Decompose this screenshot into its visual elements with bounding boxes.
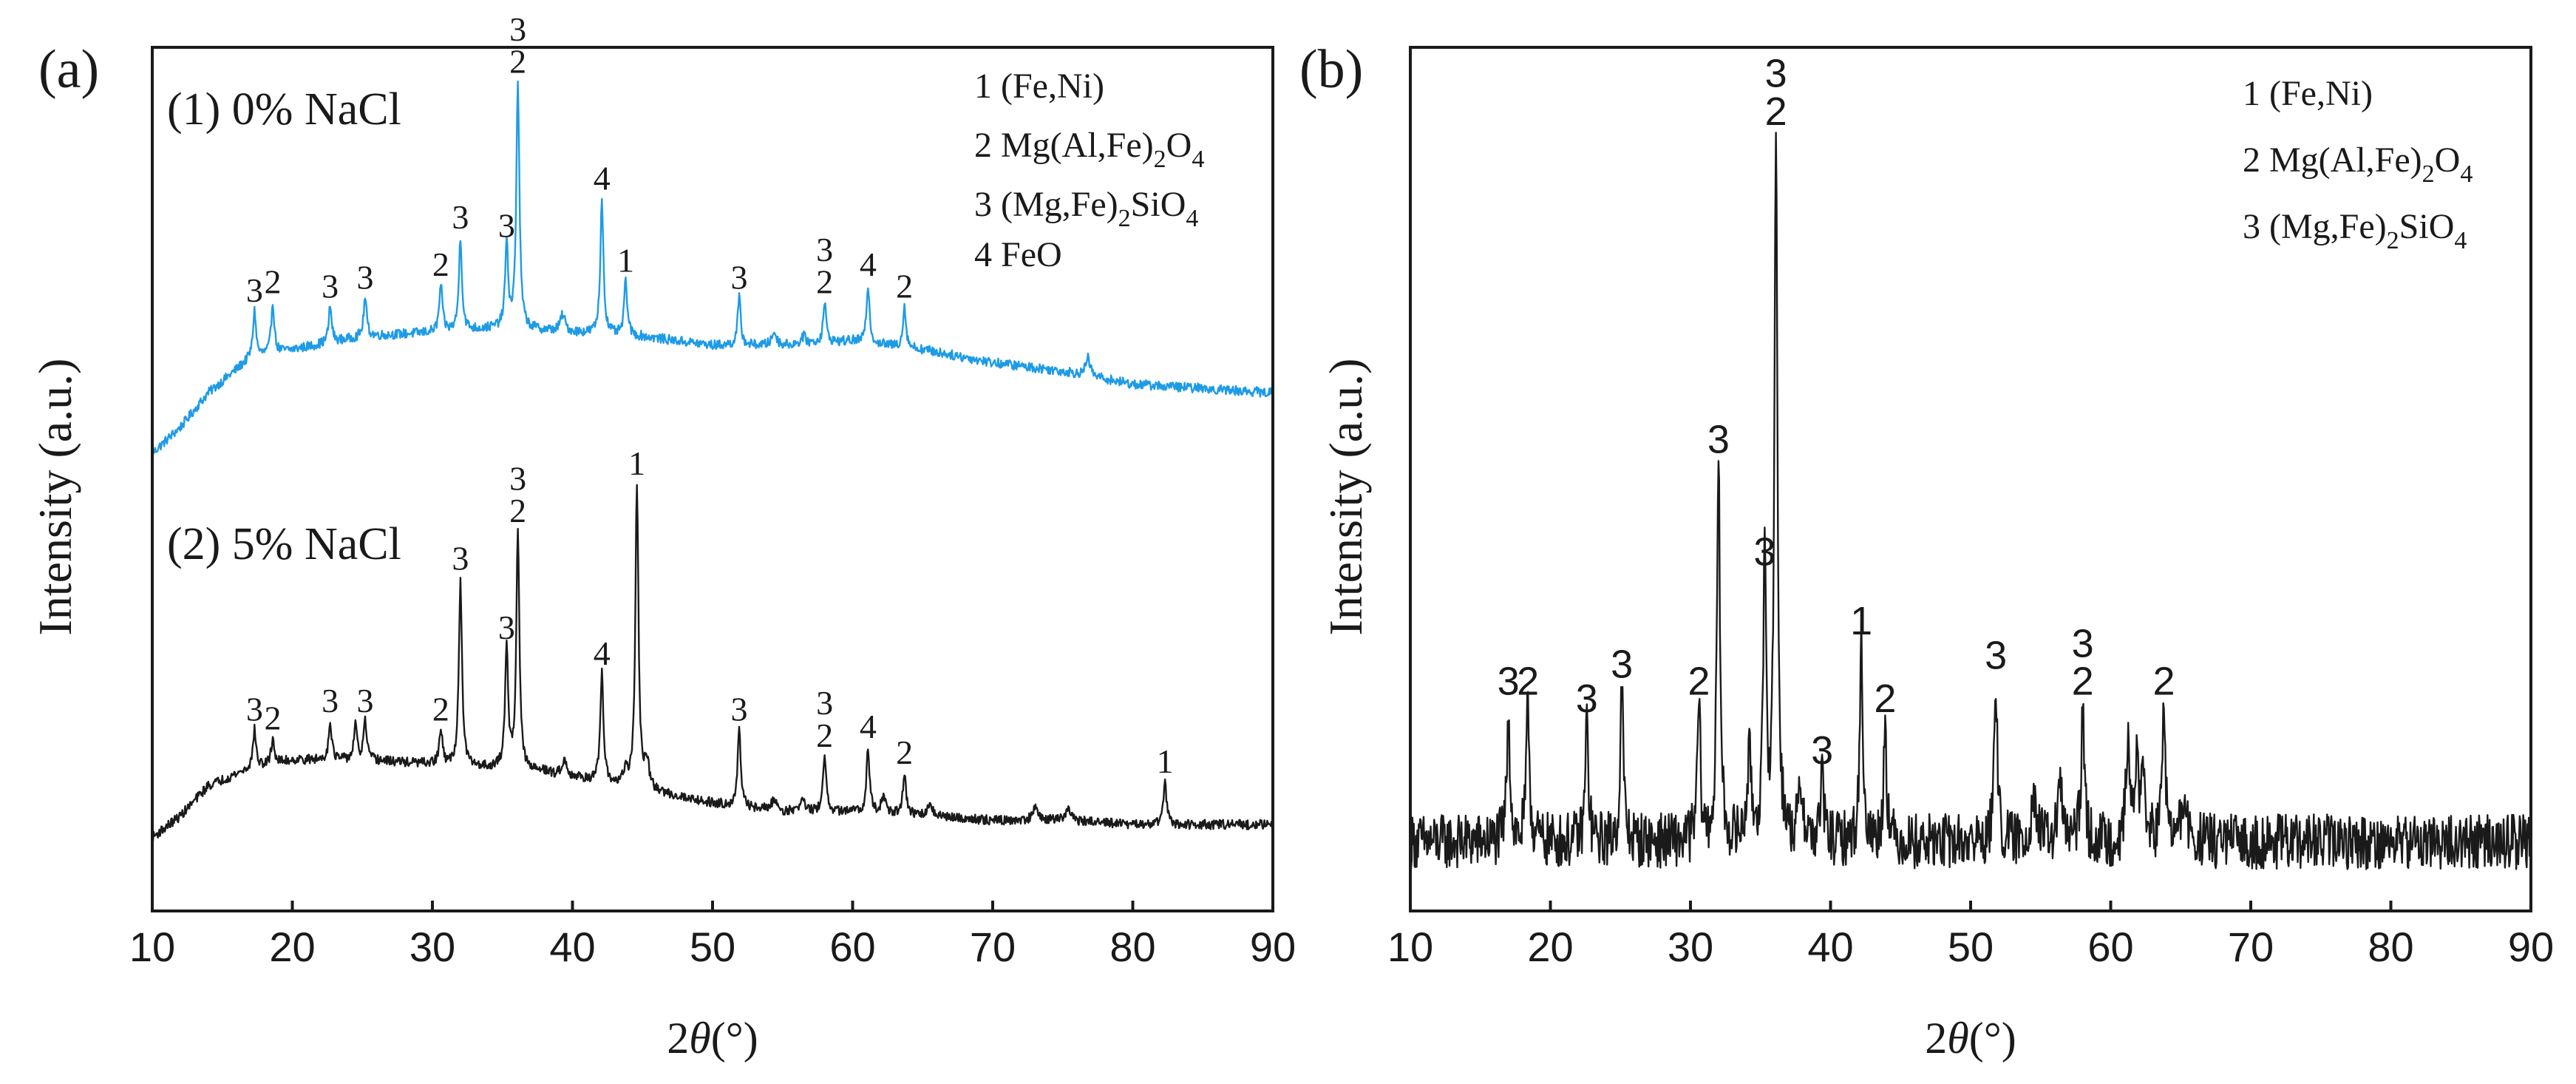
legend-a-feo: 4 FeO: [974, 235, 1062, 274]
x-tick-label: 50: [1948, 924, 1994, 970]
peak-label: 3: [357, 682, 374, 719]
peak-label: 3: [1576, 677, 1598, 721]
peak-label: 2: [896, 267, 913, 305]
peak-label: 3: [1753, 529, 1775, 574]
peak-label: 3: [816, 684, 833, 722]
peak-label-lower: 2: [2072, 660, 2094, 704]
panel-b-label: (b): [1299, 39, 1363, 100]
panel-a-series-layer: [151, 80, 1274, 843]
peak-label: 3: [1611, 642, 1633, 686]
peak-label: 3: [1498, 660, 1520, 704]
peak-label: 3: [731, 259, 748, 297]
series-line-a-2: [151, 484, 1274, 843]
peak-label: 3: [1765, 52, 1787, 96]
legend-b-fe-ni: 1 (Fe,Ni): [2243, 74, 2373, 113]
legend-a-spinel: 2 Mg(Al,Fe)2O4: [974, 126, 1204, 173]
x-tick-label: 90: [1250, 924, 1296, 970]
x-tick-label: 70: [2228, 924, 2274, 970]
peak-label: 2: [1517, 660, 1539, 704]
peak-label: 3: [452, 198, 469, 236]
peak-label: 2: [1688, 660, 1710, 704]
x-tick-label: 30: [409, 924, 455, 970]
panel-a-ylabel: Intensity (a.u.): [29, 359, 81, 636]
panel-b-x-ticks: 10 20 30 40 50 60 70 80 90: [1387, 901, 2554, 970]
peak-label: 3: [322, 682, 339, 719]
peak-label-lower: 2: [509, 492, 526, 529]
peak-label: 3: [1985, 634, 2007, 678]
peak-label-lower: 2: [816, 717, 833, 754]
peak-label: 3: [509, 10, 526, 48]
peak-label: 3: [816, 231, 833, 268]
panel-b-series-layer: [1409, 132, 2532, 870]
peak-label: 2: [432, 245, 449, 283]
series-line-b-1: [1409, 132, 2532, 870]
peak-label: 3: [452, 539, 469, 577]
panel-a-series-1-name: (1) 0% NaCl: [167, 84, 401, 135]
series-line-a-1: [151, 80, 1274, 456]
x-tick-label: 80: [2368, 924, 2413, 970]
legend-a-olivine: 3 (Mg,Fe)2SiO4: [974, 185, 1198, 232]
peak-label: 3: [498, 609, 515, 646]
panel-a-series-2-name: (2) 5% NaCl: [167, 519, 401, 569]
x-tick-label: 40: [1807, 924, 1853, 970]
x-tick-label: 40: [549, 924, 595, 970]
peak-label: 2: [1874, 677, 1896, 721]
x-tick-label: 70: [970, 924, 1016, 970]
panel-a-plot-frame: [151, 46, 1274, 912]
x-tick-label: 90: [2508, 924, 2554, 970]
x-tick-label: 80: [1109, 924, 1155, 970]
x-tick-label: 50: [690, 924, 735, 970]
peak-label: 3: [1811, 728, 1833, 773]
peak-label: 1: [628, 444, 645, 482]
peak-label: 3: [2072, 621, 2094, 665]
x-tick-label: 60: [829, 924, 875, 970]
x-tick-label: 10: [1387, 924, 1433, 970]
peak-label: 3: [246, 271, 263, 309]
panel-a-x-ticks: 10 20 30 40 50 60 70 80 90: [129, 901, 1296, 970]
x-tick-label: 20: [269, 924, 315, 970]
x-tick-label: 20: [1527, 924, 1573, 970]
peak-label: 4: [594, 159, 611, 197]
peak-label: 3: [322, 267, 339, 305]
x-tick-label: 30: [1668, 924, 1713, 970]
peak-label: 2: [896, 734, 913, 771]
peak-label: 3: [498, 207, 515, 245]
x-tick-label: 60: [2087, 924, 2133, 970]
peak-label: 1: [1850, 599, 1872, 643]
peak-label: 3: [1707, 418, 1730, 462]
x-tick-label: 10: [129, 924, 175, 970]
panel-b-xlabel: 2θ(°): [1925, 1014, 2016, 1063]
legend-b-olivine: 3 (Mg,Fe)2SiO4: [2243, 207, 2467, 254]
peak-label: 2: [264, 699, 281, 736]
peak-label: 2: [2152, 660, 2175, 704]
legend-b-spinel: 2 Mg(Al,Fe)2O4: [2243, 140, 2473, 188]
peak-label: 1: [617, 241, 634, 279]
panel-b-legend: 1 (Fe,Ni) 2 Mg(Al,Fe)2O4 3 (Mg,Fe)2SiO4: [2243, 74, 2473, 254]
legend-a-fe-ni: 1 (Fe,Ni): [974, 67, 1104, 106]
peak-label: 3: [731, 691, 748, 728]
peak-label-lower: 2: [509, 43, 526, 81]
panel-a-xlabel: 2θ(°): [667, 1014, 758, 1063]
peak-label: 4: [594, 634, 611, 672]
peak-label: 4: [860, 245, 877, 283]
peak-label: 3: [357, 259, 374, 297]
peak-label: 3: [246, 691, 263, 728]
panel-a-label: (a): [38, 39, 99, 100]
peak-label: 2: [264, 263, 281, 301]
peak-label: 2: [432, 691, 449, 728]
peak-label: 1: [1157, 742, 1174, 780]
peak-label: 3: [509, 459, 526, 497]
peak-label-lower: 2: [1765, 89, 1787, 134]
peak-label-lower: 2: [816, 263, 833, 301]
panel-b-ylabel: Intensity (a.u.): [1319, 359, 1372, 636]
peak-label: 4: [860, 708, 877, 745]
panel-a-legend: 1 (Fe,Ni) 2 Mg(Al,Fe)2O4 3 (Mg,Fe)2SiO4 …: [974, 67, 1204, 274]
